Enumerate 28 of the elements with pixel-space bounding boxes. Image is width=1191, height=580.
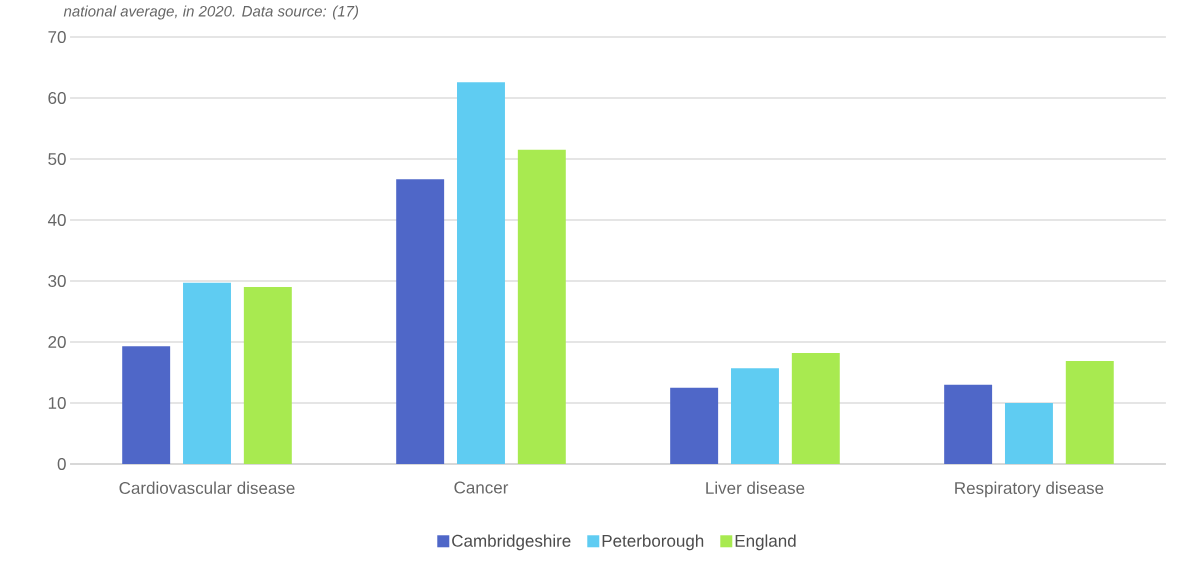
x-tick-label: Liver disease	[706, 481, 805, 495]
y-tick-label: 20	[48, 335, 66, 349]
x-tick-label: Cancer	[454, 481, 509, 494]
bar	[243, 287, 292, 464]
bar	[731, 368, 779, 464]
bar	[457, 82, 505, 464]
legend-label: England	[735, 534, 796, 551]
bar	[517, 149, 566, 464]
bar	[944, 384, 993, 464]
bar	[122, 346, 171, 464]
bar	[670, 387, 719, 464]
bar	[396, 179, 445, 464]
bar	[1065, 360, 1114, 464]
text: national average, in 2020. Data source: (17)	[63, 5, 359, 20]
bar	[791, 352, 840, 464]
y-tick-label: 30	[48, 274, 66, 288]
y-tick-label: 70	[48, 30, 66, 44]
bar	[1004, 402, 1053, 464]
legend-label: Cambridgeshire	[452, 534, 571, 551]
y-tick-label: 0	[57, 457, 66, 471]
bar	[183, 282, 231, 464]
y-tick-label: 40	[47, 213, 66, 227]
legend-label: Peterborough	[602, 534, 704, 551]
y-tick-label: 50	[48, 152, 66, 166]
x-tick-label: Cardiovascular disease	[119, 481, 295, 495]
x-tick-label: Respiratory disease	[955, 481, 1104, 498]
y-tick-label: 60	[48, 91, 66, 105]
y-tick-label: 10	[48, 396, 66, 410]
